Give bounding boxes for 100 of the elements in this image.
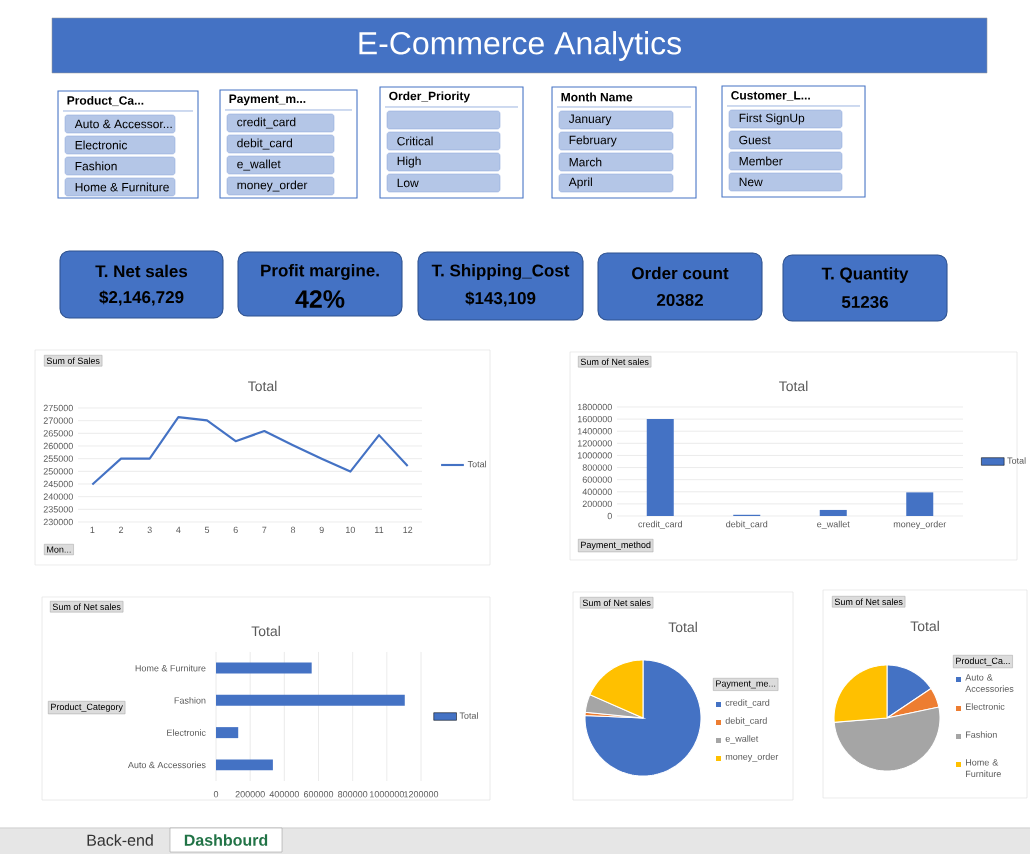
- text: debit_card: [237, 138, 292, 150]
- text: Dashbourd: [184, 834, 268, 846]
- y-tick-label: 200000: [582, 500, 612, 508]
- chart-title: Total: [248, 380, 277, 392]
- y-tick-label: 260000: [43, 442, 73, 450]
- x-tick-label: 11: [375, 526, 384, 533]
- text: Order_Priority: [389, 91, 471, 103]
- x-tick-label: debit_card: [726, 520, 768, 530]
- y-tick-label: 245000: [43, 480, 73, 488]
- y-tick-label: 265000: [43, 430, 73, 437]
- text: Electronic: [75, 140, 128, 150]
- x-tick-label: 400000: [269, 791, 299, 798]
- y-tick-label: 250000: [43, 468, 73, 475]
- bar: [646, 419, 674, 516]
- text: Order count: [632, 266, 729, 280]
- bar: [216, 662, 312, 674]
- x-tick-label: 0: [213, 791, 219, 798]
- text: Customer_L...: [731, 91, 810, 101]
- text: 42%: [295, 290, 345, 308]
- x-tick-label: 6: [233, 526, 238, 534]
- text: E-Commerce Analytics: [359, 31, 681, 61]
- legend-label: Total: [467, 460, 487, 468]
- x-tick-label: 5: [204, 526, 210, 533]
- x-tick-label: 3: [147, 526, 152, 534]
- text: Sum of Net sales: [580, 358, 649, 365]
- x-tick-label: 600000: [303, 791, 334, 798]
- x-tick-label: money_order: [893, 520, 947, 530]
- y-tick-label: 1600000: [577, 415, 612, 423]
- text: Back-end: [87, 834, 153, 846]
- x-tick-label: 2: [118, 526, 124, 533]
- text: Payment_m...: [229, 94, 306, 106]
- text: $2,146,729: [99, 290, 184, 306]
- chart-title: Total: [251, 625, 280, 637]
- legend-label: Total: [459, 712, 478, 719]
- text: Sum of Net sales: [582, 599, 651, 606]
- text: Mon...: [47, 546, 71, 553]
- x-tick-label: 12: [403, 526, 413, 533]
- text: Sum of Net sales: [834, 598, 903, 605]
- text: Member: [739, 156, 783, 166]
- chart-title: Total: [910, 620, 939, 632]
- text: T. Quantity: [821, 267, 909, 283]
- chart-title: Total: [668, 621, 697, 633]
- bar: [216, 759, 273, 771]
- text: Fashion: [75, 161, 117, 171]
- chart-title: Total: [779, 380, 808, 392]
- x-tick-label: 7: [262, 526, 267, 533]
- text: February: [569, 135, 617, 147]
- text: T. Net sales: [95, 264, 188, 278]
- legend-label: Total: [1007, 457, 1026, 464]
- x-tick-label: 1000000: [370, 791, 404, 798]
- y-tick-label: Auto & Accessories: [127, 761, 206, 769]
- legend-label: Electronic: [966, 703, 1005, 710]
- x-tick-label: 8: [290, 526, 296, 534]
- text: Guest: [739, 135, 771, 145]
- text: Low: [397, 178, 419, 188]
- text: High: [397, 156, 421, 168]
- y-tick-label: 240000: [43, 493, 73, 500]
- bar: [216, 727, 239, 739]
- text: $143,109: [465, 291, 536, 307]
- legend-label: Home & Furniture: [966, 759, 1001, 777]
- text: April: [568, 177, 592, 189]
- text: Profit margine.: [261, 264, 379, 280]
- y-tick-label: 600000: [582, 476, 612, 483]
- text: e_wallet: [237, 159, 281, 171]
- y-tick-label: 255000: [43, 455, 73, 462]
- text: Product_Category: [51, 703, 123, 712]
- text: Payment_method: [581, 541, 651, 550]
- x-tick-label: 9: [319, 526, 324, 534]
- text: 20382: [656, 293, 703, 307]
- text: money_order: [237, 180, 308, 192]
- text: Sum of Sales: [46, 357, 100, 364]
- text: Sum of Net sales: [52, 603, 121, 610]
- legend-label: Auto & Accessories: [965, 674, 1014, 692]
- bar: [819, 509, 847, 516]
- y-tick-label: 1800000: [577, 403, 612, 411]
- y-tick-label: 275000: [43, 404, 73, 412]
- bar: [216, 694, 405, 706]
- text: T. Shipping_Cost: [431, 264, 570, 280]
- line-series: [91, 416, 409, 486]
- text: Critical: [397, 136, 433, 146]
- x-tick-label: 200000: [235, 791, 265, 798]
- legend-label: money_order: [725, 753, 779, 762]
- text: Home & Furniture: [75, 182, 169, 192]
- x-tick-label: 800000: [338, 791, 368, 798]
- legend-label: e_wallet: [725, 735, 759, 744]
- text: January: [568, 114, 612, 126]
- text: credit_card: [237, 117, 296, 129]
- legend-label: Fashion: [966, 731, 997, 738]
- text: Auto & Accessor...: [74, 119, 172, 129]
- text: Product_Ca...: [67, 95, 144, 107]
- x-tick-label: 4: [176, 526, 181, 533]
- y-tick-label: 1400000: [577, 428, 612, 435]
- legend-title: Payment_me...: [716, 680, 776, 689]
- legend-title: Product_Ca...: [956, 657, 1010, 666]
- text: 51236: [841, 295, 889, 309]
- x-tick-label: 1200000: [404, 791, 439, 798]
- x-tick-label: 10: [346, 526, 355, 534]
- x-tick-label: credit_card: [638, 520, 682, 530]
- x-tick-label: 1: [90, 526, 95, 533]
- y-tick-label: 0: [607, 512, 612, 520]
